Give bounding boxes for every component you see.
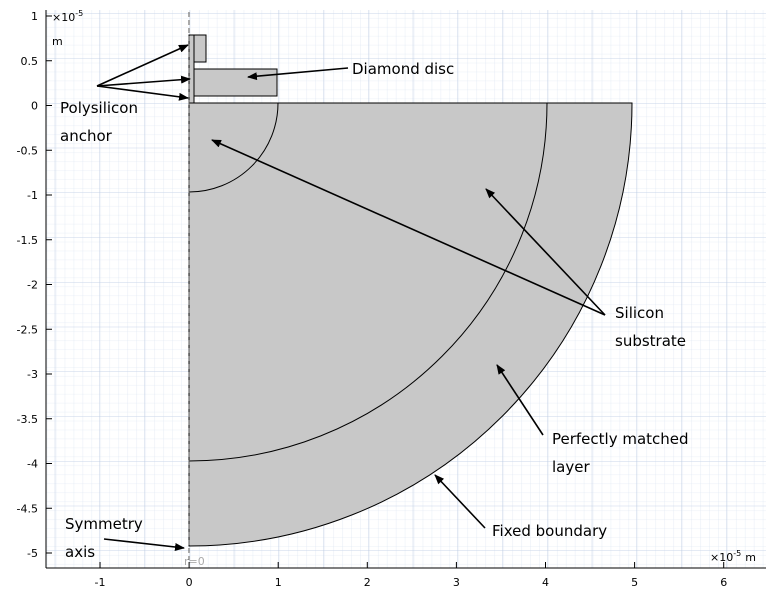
- scale-exponent: -5: [733, 549, 741, 558]
- scale-base: ×10: [710, 551, 733, 564]
- diamond-disc: [193, 68, 278, 97]
- y-tick-label: -3.5: [17, 413, 38, 426]
- y-tick-label: 1: [31, 10, 38, 23]
- arrow: [96, 85, 189, 101]
- x-tick-label: 2: [364, 576, 371, 589]
- y-tick-label: 0.5: [21, 55, 39, 68]
- annotation: Polysilicon: [60, 99, 138, 117]
- arrow: [96, 75, 191, 87]
- geometry: [188, 34, 633, 547]
- anchor-column: [188, 34, 195, 104]
- scale-unit: m: [745, 551, 756, 564]
- scale-label-bottom: ×10-5 m: [710, 549, 756, 564]
- x-tick-label: 5: [631, 576, 638, 589]
- scale-base: ×10: [52, 11, 75, 24]
- arrow: [485, 188, 606, 316]
- pml-domain: [188, 102, 633, 547]
- y-tick-label: -3: [27, 368, 38, 381]
- y-tick-label: -2: [27, 279, 38, 292]
- x-tick-label: 0: [186, 576, 193, 589]
- arrow: [496, 364, 544, 436]
- y-tick-label: 0: [31, 100, 38, 113]
- y-tick-label: -5: [27, 547, 38, 560]
- y-tick-label: -2.5: [17, 323, 38, 336]
- arrow: [96, 44, 189, 87]
- annotation: substrate: [615, 332, 686, 350]
- inner-arc: [188, 102, 279, 193]
- y-tick-label: -4.5: [17, 502, 38, 515]
- annotation: Perfectly matched: [552, 430, 689, 448]
- x-tick-label: -1: [95, 576, 106, 589]
- arrow: [103, 538, 185, 551]
- annotation: Fixed boundary: [492, 522, 607, 540]
- y-tick-label: -4: [27, 458, 38, 471]
- annotation: Symmetry: [65, 515, 143, 533]
- axis-marker: r=0: [184, 555, 205, 568]
- arrow: [247, 67, 349, 81]
- arrow: [434, 474, 486, 529]
- x-tick-label: 3: [453, 576, 460, 589]
- x-tick-label: 4: [542, 576, 549, 589]
- annotation: anchor: [60, 127, 113, 145]
- scale-exponent: -5: [75, 9, 83, 18]
- annotation: Silicon: [615, 304, 664, 322]
- anchor-top: [193, 34, 207, 63]
- annotation: axis: [65, 543, 95, 561]
- y-tick-label: -0.5: [17, 144, 38, 157]
- arrow: [211, 139, 606, 316]
- x-tick-label: 1: [275, 576, 282, 589]
- scale-label-top: ×10-5: [52, 9, 83, 24]
- y-tick-label: -1.5: [17, 234, 38, 247]
- scale-unit: m: [52, 35, 63, 48]
- pml-boundary: [188, 102, 548, 462]
- annotation: Diamond disc: [352, 60, 454, 78]
- arrows: [96, 44, 606, 551]
- x-tick-label: 6: [720, 576, 727, 589]
- y-tick-label: -1: [27, 189, 38, 202]
- annotation: layer: [552, 458, 590, 476]
